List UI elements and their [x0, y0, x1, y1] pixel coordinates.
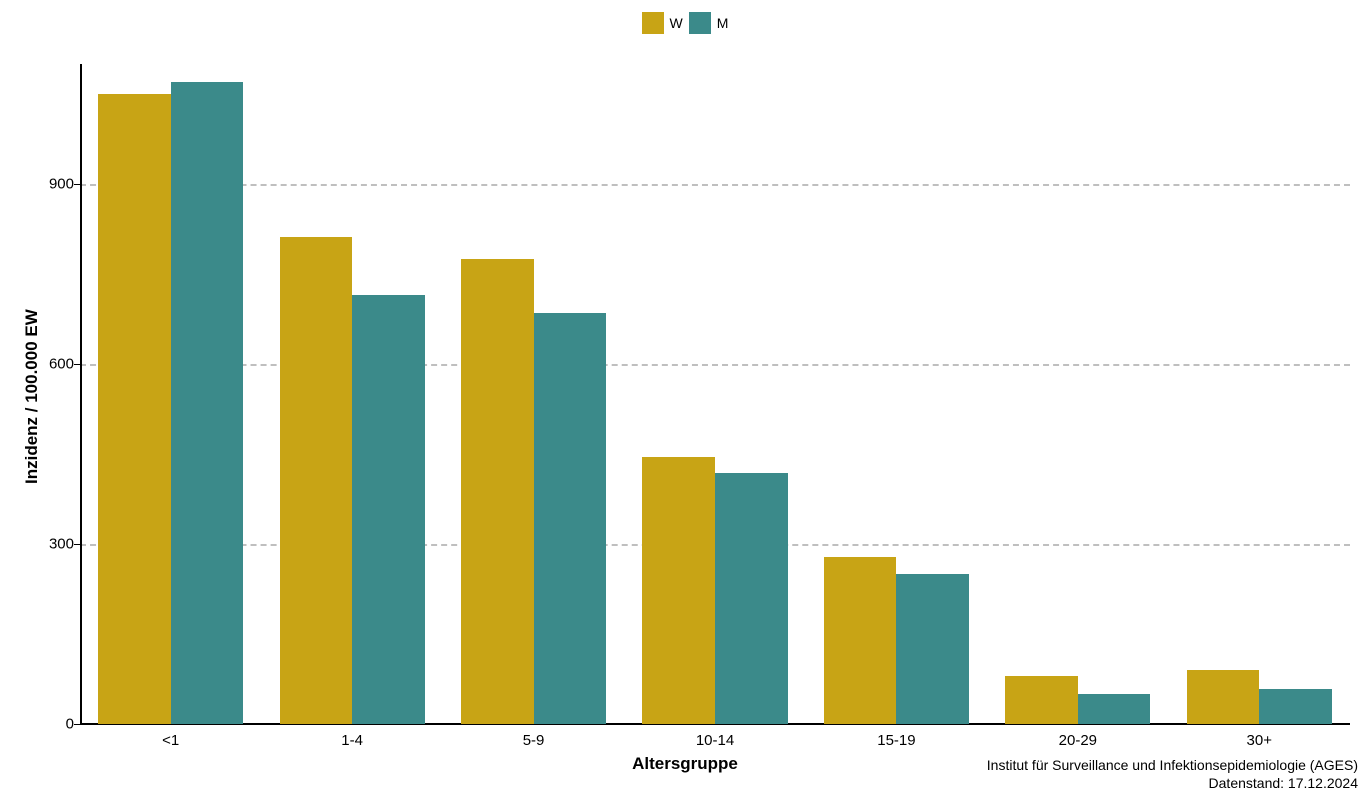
bar-w — [1187, 670, 1260, 724]
y-tick-label: 300 — [14, 536, 74, 553]
plot-area — [80, 64, 1350, 724]
bar-w — [461, 259, 534, 724]
gridline — [80, 184, 1350, 186]
y-tick-mark — [74, 184, 80, 185]
legend-item-m: M — [689, 12, 729, 34]
bar-w — [280, 237, 353, 724]
bar-m — [352, 295, 425, 724]
x-tick-label: 20-29 — [1059, 732, 1097, 749]
bar-m — [715, 473, 788, 724]
legend-swatch-w — [642, 12, 664, 34]
bar-m — [896, 574, 969, 724]
y-tick-label: 900 — [14, 176, 74, 193]
legend-swatch-m — [689, 12, 711, 34]
x-tick-label: 10-14 — [696, 732, 734, 749]
y-tick-mark — [74, 364, 80, 365]
x-tick-label: 30+ — [1247, 732, 1272, 749]
bar-w — [1005, 676, 1078, 724]
footer-source: Institut für Surveillance und Infektions… — [987, 757, 1358, 775]
bar-m — [1078, 694, 1151, 724]
bar-m — [171, 82, 244, 724]
legend-item-w: W — [642, 12, 683, 34]
legend-label-w: W — [670, 15, 683, 31]
x-tick-label: 5-9 — [523, 732, 545, 749]
bar-w — [98, 94, 171, 724]
y-tick-mark — [74, 724, 80, 725]
legend: W M — [0, 12, 1370, 34]
y-tick-label: 0 — [14, 716, 74, 733]
footer-datestamp: Datenstand: 17.12.2024 — [987, 775, 1358, 793]
y-tick-label: 600 — [14, 356, 74, 373]
x-tick-label: 1-4 — [341, 732, 363, 749]
legend-label-m: M — [717, 15, 729, 31]
y-axis-title: Inzidenz / 100.000 EW — [22, 309, 42, 484]
bar-w — [824, 557, 897, 724]
gridline — [80, 364, 1350, 366]
bar-m — [1259, 689, 1332, 724]
y-tick-mark — [74, 544, 80, 545]
y-axis-line — [80, 64, 82, 724]
x-tick-label: <1 — [162, 732, 179, 749]
incidence-by-agegroup-chart: W M Inzidenz / 100.000 EW Altersgruppe I… — [0, 0, 1370, 798]
chart-source-footer: Institut für Surveillance und Infektions… — [987, 757, 1358, 792]
bar-w — [642, 457, 715, 724]
x-tick-label: 15-19 — [877, 732, 915, 749]
bar-m — [534, 313, 607, 724]
